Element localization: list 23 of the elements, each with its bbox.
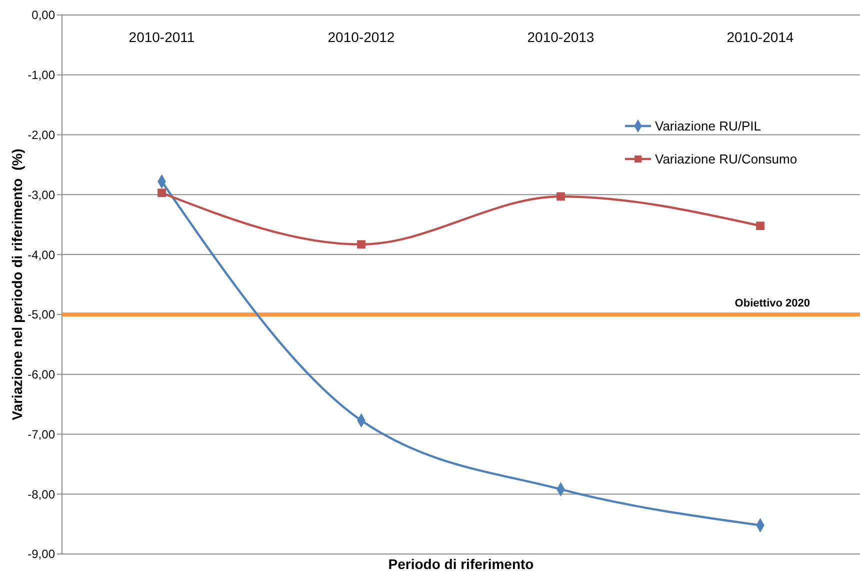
y-tick-label: -7,00 (28, 427, 56, 442)
y-tick-label: 0,00 (32, 8, 56, 22)
y-tick-label: -2,00 (28, 128, 56, 142)
x-tick-label: 2010-2013 (527, 29, 594, 45)
x-axis-title: Periodo di riferimento (388, 556, 534, 571)
y-tick-label: -3,00 (28, 188, 56, 202)
y-tick-label: -4,00 (28, 248, 56, 262)
y-axis-title: Variazione nel periodo di riferimento (%) (9, 148, 25, 420)
legend-label: Variazione RU/PIL (655, 118, 761, 134)
ref-line-label: Obiettivo 2020 (734, 297, 810, 310)
y-tick-label: -8,00 (28, 487, 56, 502)
x-tick-label: 2010-2014 (726, 29, 794, 45)
y-tick-label: -1,00 (28, 68, 56, 82)
x-tick-label: 2010-2011 (128, 29, 195, 45)
point (158, 188, 166, 198)
legend-label: Variazione RU/Consumo (655, 152, 798, 167)
point (357, 240, 366, 249)
y-tick-label: -9,00 (28, 547, 56, 562)
point (556, 192, 565, 201)
point (756, 222, 764, 230)
y-tick-label: -6,00 (28, 368, 56, 382)
y-tick-label: -5,00 (28, 308, 56, 322)
x-tick-label: 2010-2012 (328, 29, 395, 45)
